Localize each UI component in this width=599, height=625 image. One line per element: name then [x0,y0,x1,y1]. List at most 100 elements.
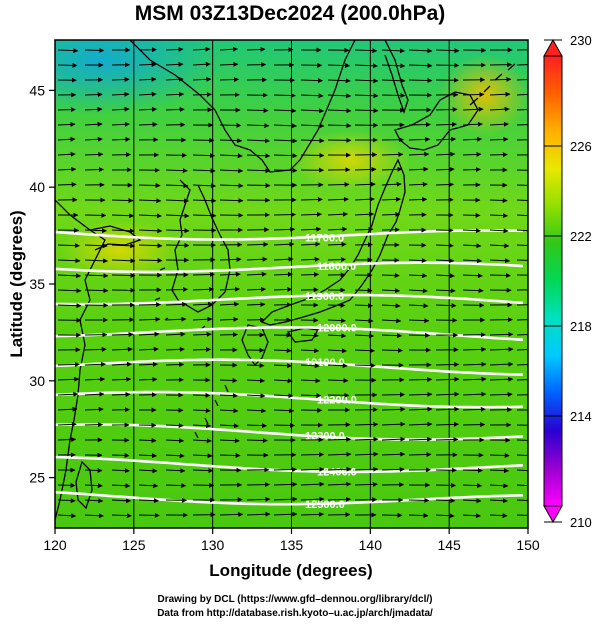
wind-arrow [435,107,458,113]
wind-arrow [516,514,528,516]
wind-arrow [138,121,158,127]
wind-arrow [57,362,80,368]
cool-region [55,40,220,115]
wind-arrow [462,106,484,112]
x-tick-label: 150 [516,537,540,553]
wind-arrow [462,243,482,249]
wind-arrow [84,513,104,519]
wind-arrow [435,273,455,279]
wind-arrow [435,421,459,427]
wind-arrow [516,454,528,457]
wind-arrow [246,168,271,174]
wind-arrow [219,316,239,322]
wind-arrow [462,167,481,173]
wind-arrow [273,467,297,473]
wind-arrow [165,213,190,219]
wind-arrow [57,421,77,427]
colorbar-tick-label: 222 [570,229,592,244]
wind-arrow [246,437,268,443]
y-tick-label: 30 [29,373,45,389]
wind-arrow [516,499,528,502]
wind-arrow [462,288,484,294]
wind-arrow [462,513,481,519]
wind-arrow [489,258,511,264]
wind-arrow [300,256,320,262]
wind-arrow [165,242,190,248]
wind-arrow [354,333,375,339]
wind-arrow [273,256,294,262]
x-tick-label: 140 [359,537,383,553]
y-tick-label: 25 [29,470,45,486]
wind-arrow [462,151,482,157]
wind-arrow [327,123,352,129]
wind-arrow [327,496,351,502]
colorbar: 210 214 218 222 226 230 [543,33,592,530]
wind-arrow [300,496,325,502]
wind-arrow [354,196,375,202]
wind-arrow [246,393,266,399]
wind-arrow [462,228,481,234]
wind-arrow [165,76,184,82]
colorbar-bottom-arrow [543,505,563,524]
wind-arrow [57,48,79,54]
wind-arrow [354,303,373,309]
wind-arrow [408,436,433,442]
wind-arrow [273,286,293,292]
wind-arrow [489,346,514,352]
wind-arrow [273,167,298,173]
wind-arrow [246,301,266,307]
wind-arrow [489,391,513,397]
wind-arrow [192,61,211,67]
wind-arrow [408,77,433,83]
wind-arrow [516,229,528,232]
wind-arrow [489,228,509,234]
wind-arrow [354,362,376,368]
contour-label: 12300.0 [305,431,345,443]
wind-arrow [111,513,132,519]
wind-vectors [57,46,528,519]
y-axis-label: Latitude (degrees) [7,210,26,357]
x-tick-label: 130 [201,537,225,553]
wind-arrow [192,347,212,353]
wind-arrow [57,258,81,264]
colorbar-body [543,55,563,507]
colorbar-tick-label: 210 [570,515,592,530]
wind-arrow [489,213,508,219]
wind-arrow [300,138,325,144]
wind-arrow [84,258,109,264]
wind-arrow [138,61,157,67]
wind-arrow [354,436,379,442]
wind-arrow [84,151,104,157]
wind-arrow [273,138,298,144]
wind-arrow [435,62,460,68]
wind-arrow [408,122,431,128]
contour-label: 12200.0 [317,394,357,406]
wind-arrow [84,121,103,127]
wind-arrow [462,406,486,412]
wind-arrow [327,78,351,84]
wind-arrow [165,46,184,52]
colorbar-tick-label: 214 [570,409,592,424]
wind-arrow [192,198,217,204]
wind-arrow [300,241,321,247]
wind-arrow [111,391,131,397]
wind-arrow [435,513,455,519]
contour-line [55,229,524,241]
wind-arrow [327,196,349,202]
wind-arrow [516,184,528,186]
wind-arrow [354,63,378,69]
wind-arrow [516,334,528,336]
wind-arrow [165,198,189,204]
wind-arrow [219,438,240,444]
wind-arrow [462,483,483,489]
wind-arrow [84,406,104,412]
x-axis-label: Longitude (degrees) [209,561,372,580]
wind-arrow [138,512,160,518]
colorbar-tick-label: 218 [570,319,592,334]
wind-arrow [381,272,400,278]
wind-arrow [300,108,325,114]
wind-arrow [138,228,163,234]
wind-arrow [165,346,185,352]
wind-arrow [84,376,106,382]
wind-arrow [435,376,460,382]
